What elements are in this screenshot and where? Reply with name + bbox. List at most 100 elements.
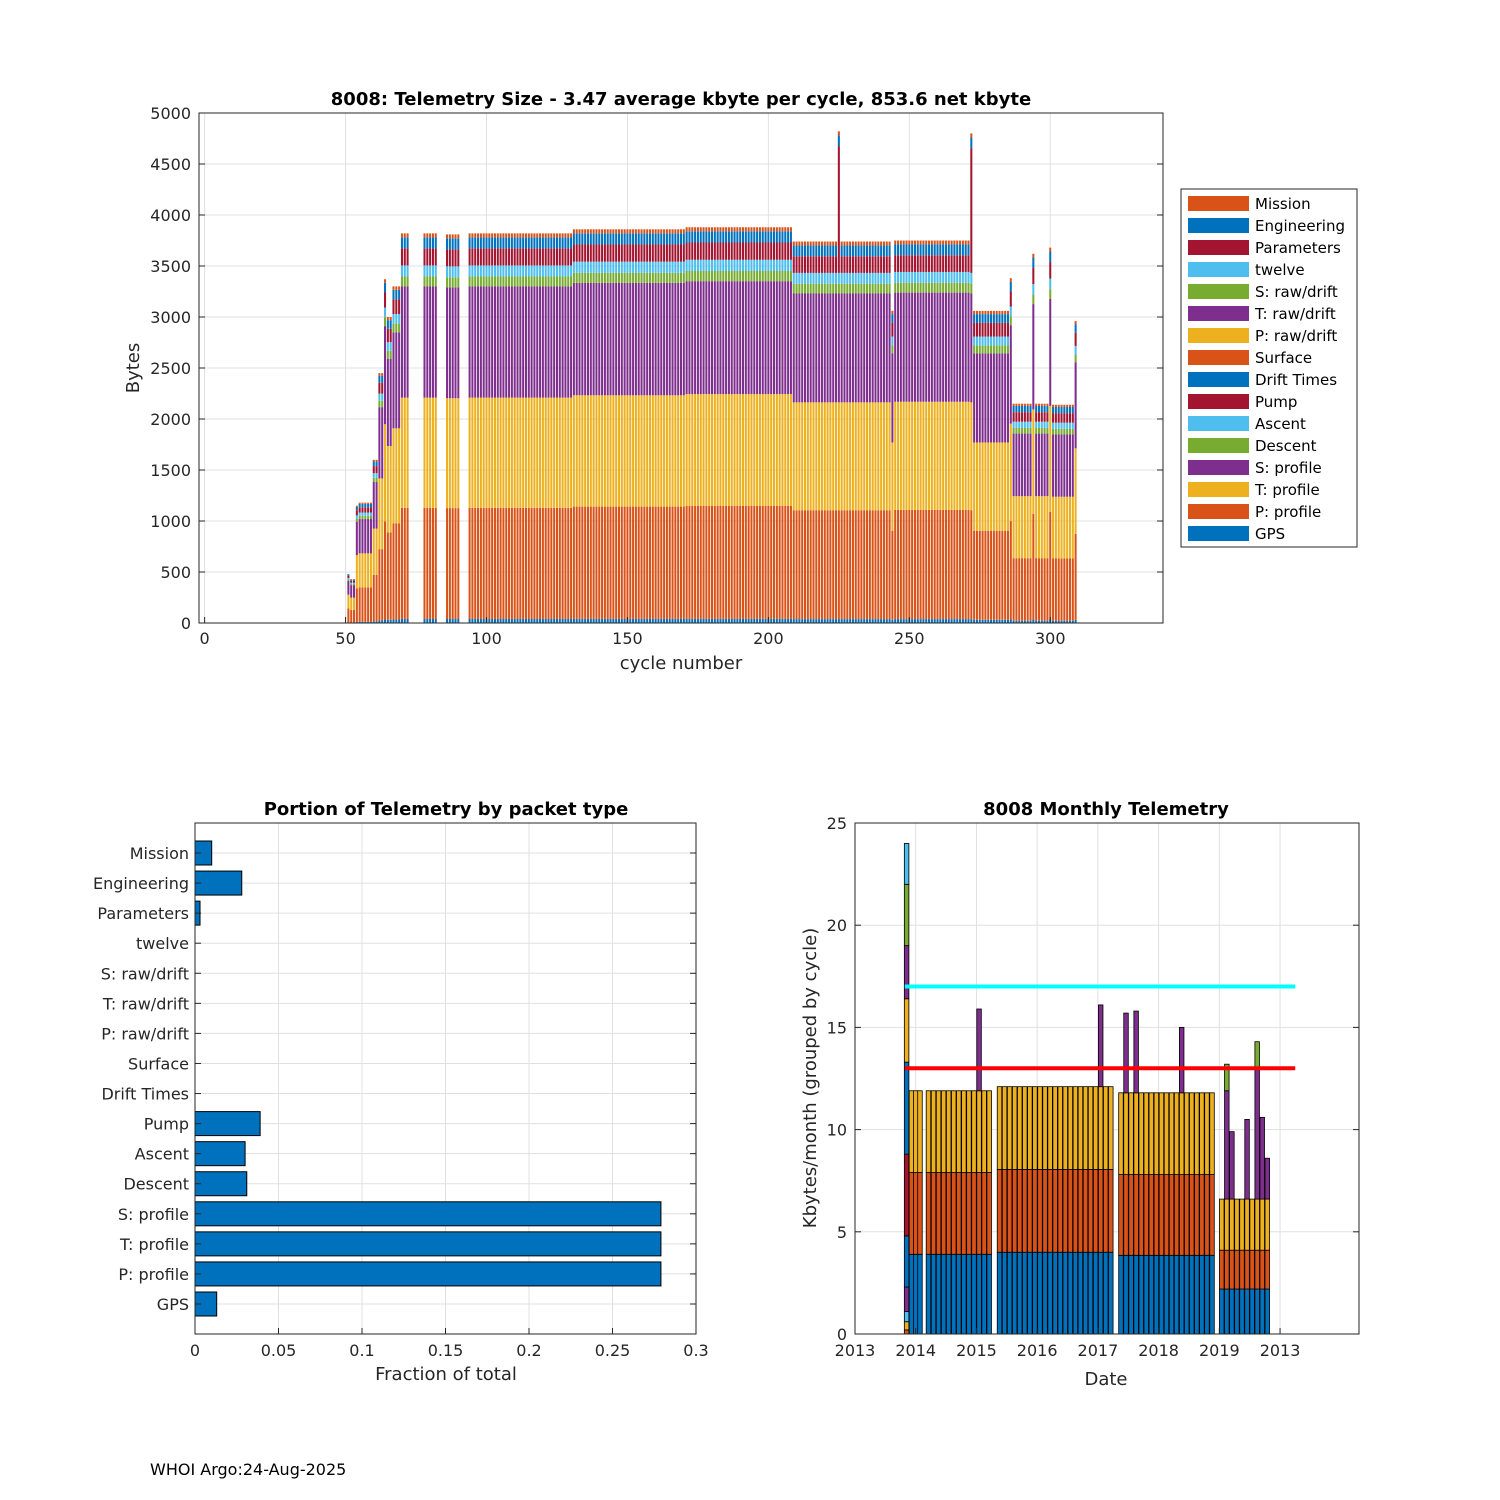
top-bar-segment (950, 271, 953, 283)
top-bar-segment (688, 242, 691, 260)
br-bar-segment (1022, 1086, 1028, 1170)
top-bar-segment (598, 229, 601, 234)
br-bar-segment (1209, 1092, 1215, 1175)
top-bar-segment (984, 322, 987, 337)
top-bar-segment (561, 507, 564, 619)
top-bar-segment (606, 395, 609, 507)
top-bar-segment (964, 271, 967, 283)
top-bar-segment (1018, 405, 1021, 413)
top-bar-segment (764, 227, 767, 232)
top-bar-segment (936, 244, 939, 256)
top-bar-segment (863, 283, 866, 294)
top-bar-segment (547, 233, 550, 238)
top-bar-segment (626, 229, 629, 234)
top-bar-segment (837, 510, 840, 620)
top-bar-segment (753, 270, 756, 282)
top-bar-segment (632, 244, 635, 262)
top-bar-segment (392, 332, 395, 429)
top-bar-segment (928, 509, 931, 620)
top-bar-segment (964, 619, 967, 623)
top-bar-segment (640, 244, 643, 262)
top-bar-segment (998, 336, 1001, 346)
top-bar-segment (967, 282, 970, 293)
top-bar-segment (928, 619, 931, 623)
top-bar-segment (795, 272, 798, 284)
top-bar-segment (806, 245, 809, 257)
top-bar-segment (564, 248, 567, 266)
top-bar-segment (744, 259, 747, 271)
top-bar-segment (691, 227, 694, 232)
top-bar-segment (775, 618, 778, 623)
top-bar-segment (919, 282, 922, 293)
top-bar-segment (491, 286, 494, 398)
top-bar-segment (423, 265, 426, 277)
top-bar-segment (784, 259, 787, 271)
top-bar-segment (705, 394, 708, 507)
top-bar-segment (691, 270, 694, 282)
top-bar-segment (1026, 433, 1029, 497)
top-bar-segment (897, 509, 900, 620)
top-bar-segment (710, 227, 714, 232)
top-bar-segment (739, 394, 742, 507)
top-bar-segment (358, 587, 361, 622)
top-bar-segment (369, 587, 372, 622)
top-bar-segment (995, 314, 998, 323)
top-ytick-label: 3000 (150, 308, 191, 327)
top-bar-segment (789, 618, 792, 623)
top-bar-segment (1043, 412, 1046, 422)
top-bar-segment (648, 229, 652, 234)
top-bar-segment (555, 233, 558, 238)
top-bar-segment (589, 282, 592, 396)
top-bar-segment (358, 519, 361, 554)
top-bar-segment (646, 229, 649, 234)
top-bar-segment (699, 227, 702, 232)
top-bar-segment (541, 276, 544, 287)
top-bar-segment (787, 394, 790, 507)
top-bar-segment (897, 271, 900, 283)
top-bar-segment (496, 265, 499, 277)
top-bar-segment (347, 574, 350, 575)
br-bar-segment (1148, 1254, 1154, 1335)
top-bar-segment (375, 466, 378, 474)
top-bar-segment (792, 245, 795, 257)
top-bar-segment (916, 240, 919, 245)
top-bar-segment (488, 276, 491, 287)
top-bar-segment (789, 394, 792, 507)
top-bar-segment (1004, 619, 1007, 623)
top-bar-segment (612, 233, 615, 245)
top-bar-segment (1009, 291, 1012, 307)
top-bar-segment (524, 618, 527, 623)
top-bar-segment (840, 510, 843, 620)
top-bar-segment (744, 281, 747, 395)
top-bar-segment (586, 272, 589, 283)
top-bar-segment (355, 621, 358, 623)
top-bar-segment (581, 618, 584, 623)
top-bar-segment (1018, 421, 1021, 428)
top-bar-segment (970, 148, 973, 273)
br-bar-segment (1259, 1198, 1265, 1251)
top-bar-segment (584, 233, 587, 245)
top-bar-segment (866, 510, 869, 620)
top-bar-segment (739, 231, 742, 243)
br-bar-segment (1224, 1198, 1230, 1251)
top-bar-segment (623, 244, 626, 262)
top-chart-ylabel: Bytes (123, 343, 144, 394)
top-bar-segment (674, 229, 677, 234)
top-bar-segment (730, 506, 733, 619)
top-bar-segment (386, 350, 389, 359)
top-bar-segment (1026, 405, 1029, 413)
top-bar-segment (888, 256, 891, 273)
top-bar-segment (541, 233, 544, 238)
top-bar-segment (581, 244, 584, 262)
top-bar-segment (581, 395, 584, 507)
top-bar-segment (919, 240, 922, 245)
top-ytick-label: 5000 (150, 104, 191, 123)
top-bar-segment (880, 619, 883, 623)
top-bar-segment (561, 233, 564, 238)
top-bar-segment (685, 227, 688, 232)
top-bar-segment (880, 241, 883, 246)
br-bar-segment (1133, 1092, 1139, 1175)
top-bar-segment (959, 255, 962, 272)
top-bar-segment (386, 317, 389, 321)
top-bar-segment (823, 619, 826, 623)
